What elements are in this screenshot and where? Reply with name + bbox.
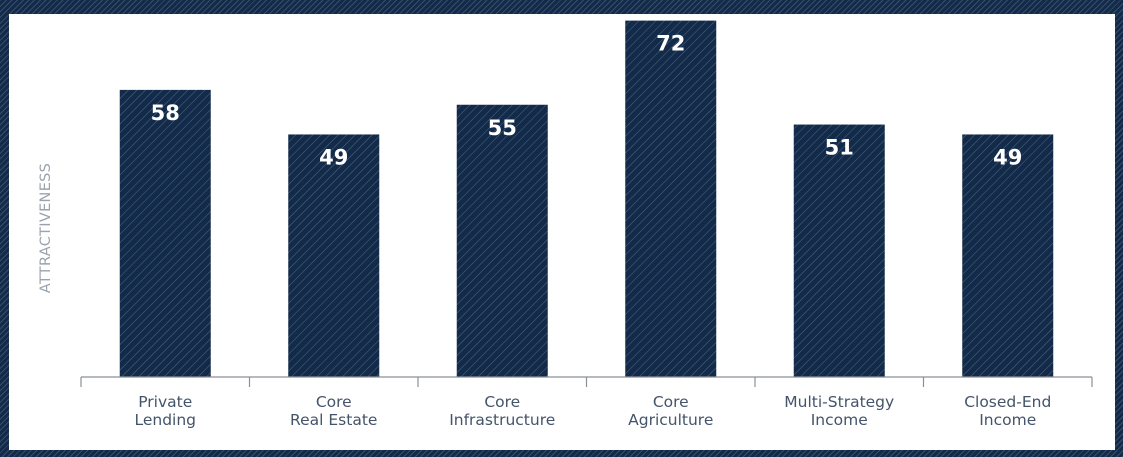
x-axis-ticks [80, 377, 1093, 387]
tick-label-line: Lending [134, 411, 196, 429]
data-label: 51 [825, 136, 854, 160]
bar-hatch [625, 20, 717, 377]
tick-label: Multi-Strategy Income [784, 393, 894, 429]
tick-label-line: Income [979, 411, 1036, 429]
tick-label-line: Core [316, 393, 352, 411]
bar-group: 51 [793, 124, 885, 377]
tick-label: Core Real Estate [290, 393, 377, 429]
data-label: 49 [319, 145, 348, 169]
bar-hatch [793, 124, 885, 377]
bars-group: 58 49 55 72 51 49 [119, 20, 1054, 378]
bar-group: 58 [119, 89, 211, 378]
tick-label-line: Private [138, 393, 192, 411]
bar-hatch [962, 134, 1054, 377]
tick-label-line: Agriculture [628, 411, 713, 429]
tick-label-line: Closed-End [964, 393, 1051, 411]
tick-label-line: Core [653, 393, 689, 411]
bar-group: 49 [288, 134, 380, 377]
attractiveness-bar-chart: ATTRACTIVENESS 58 49 55 72 51 49 Private Lendi… [38, 20, 1093, 429]
bar-hatch [456, 104, 548, 377]
bar-group: 55 [456, 104, 548, 377]
data-label: 55 [488, 116, 517, 140]
tick-label: Closed-End Income [964, 393, 1051, 429]
tick-label-line: Multi-Strategy [784, 393, 894, 411]
chart-panel: ATTRACTIVENESS 58 49 55 72 51 49 Private Lendi… [9, 14, 1115, 450]
data-label: 58 [151, 101, 180, 125]
tick-label-line: Real Estate [290, 411, 377, 429]
tick-label: Core Agriculture [628, 393, 713, 429]
bar-group: 72 [625, 20, 717, 377]
data-label: 49 [993, 145, 1022, 169]
tick-label-line: Infrastructure [449, 411, 555, 429]
bar-hatch [119, 89, 211, 378]
tick-label: Private Lending [134, 393, 196, 429]
tick-label-line: Core [484, 393, 520, 411]
tick-label-line: Income [811, 411, 868, 429]
data-label: 72 [656, 32, 685, 56]
tick-label: Core Infrastructure [449, 393, 555, 429]
y-axis-label: ATTRACTIVENESS [38, 163, 54, 293]
bar-group: 49 [962, 134, 1054, 377]
bar-hatch [288, 134, 380, 377]
